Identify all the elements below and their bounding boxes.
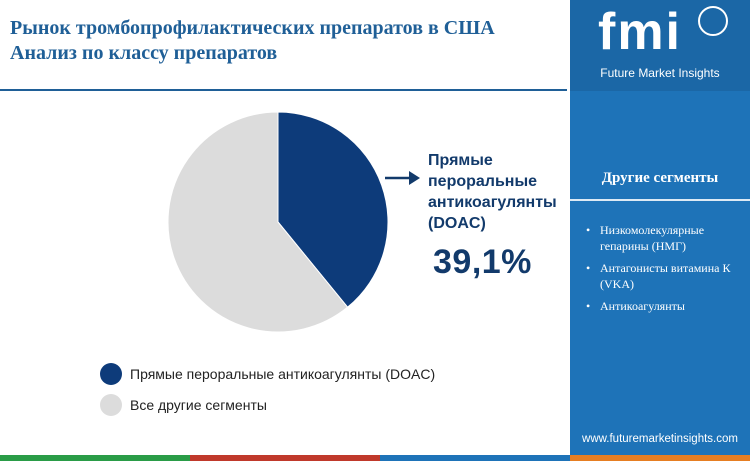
callout-label-line-3: антикоагулянты xyxy=(428,194,557,211)
bottom-bar-segment-red xyxy=(190,455,380,461)
title-line-1: Рынок тромбопрофилактических препаратов … xyxy=(10,17,495,39)
legend-swatch-other xyxy=(100,394,122,416)
globe-icon xyxy=(698,6,728,36)
pie-slice-other xyxy=(167,111,349,333)
segment-item-anticoagulants: Антикоагулянты xyxy=(586,298,746,314)
segment-item-lmwh: Низкомолекулярные гепарины (НМГ) xyxy=(586,222,746,254)
legend-item-other: Все другие сегменты xyxy=(100,392,435,418)
callout-arrow-icon xyxy=(385,171,420,185)
bottom-bar-segment-blue xyxy=(380,455,570,461)
callout-value: 39,1% xyxy=(433,243,532,281)
pie-slice-doac xyxy=(277,111,389,308)
segments-divider xyxy=(570,199,750,201)
legend-swatch-doac xyxy=(100,363,122,385)
callout-label-line-2: пероральные xyxy=(428,173,538,190)
bottom-bar-segment-green xyxy=(0,455,190,461)
segments-list: Низкомолекулярные гепарины (НМГ) Антагон… xyxy=(586,222,746,320)
bottom-color-bar xyxy=(0,455,750,461)
segments-heading: Другие сегменты xyxy=(601,170,719,186)
fmi-logo: fmi Future Market Insights xyxy=(570,0,750,91)
segment-item-vka: Антагонисты витамина К (VKA) xyxy=(586,260,746,292)
title-line-2: Анализ по классу препаратов xyxy=(10,42,278,64)
legend-label-doac: Прямые пероральные антикоагулянты (DOAC) xyxy=(130,366,436,382)
logo-letters: fmi xyxy=(598,3,682,61)
title-divider xyxy=(0,89,567,91)
chart-legend: Прямые пероральные антикоагулянты (DOAC)… xyxy=(100,361,435,423)
chart-title: Рынок тромбопрофилактических препаратов … xyxy=(10,16,560,66)
bottom-bar-segment-orange xyxy=(570,455,750,461)
legend-item-doac: Прямые пероральные антикоагулянты (DOAC) xyxy=(100,361,435,387)
legend-label-other: Все другие сегменты xyxy=(130,397,267,413)
logo-subtitle: Future Market Insights xyxy=(600,66,720,80)
sidebar: fmi Future Market Insights Другие сегмен… xyxy=(570,0,750,461)
pie-chart xyxy=(167,111,389,333)
callout-label-line-4: (DOAC) xyxy=(428,215,486,232)
callout-label-line-1: Прямые xyxy=(428,152,493,169)
callout-label: Прямые пероральные антикоагулянты (DOAC) xyxy=(428,150,578,234)
website-link[interactable]: www.futuremarketinsights.com xyxy=(582,433,738,445)
